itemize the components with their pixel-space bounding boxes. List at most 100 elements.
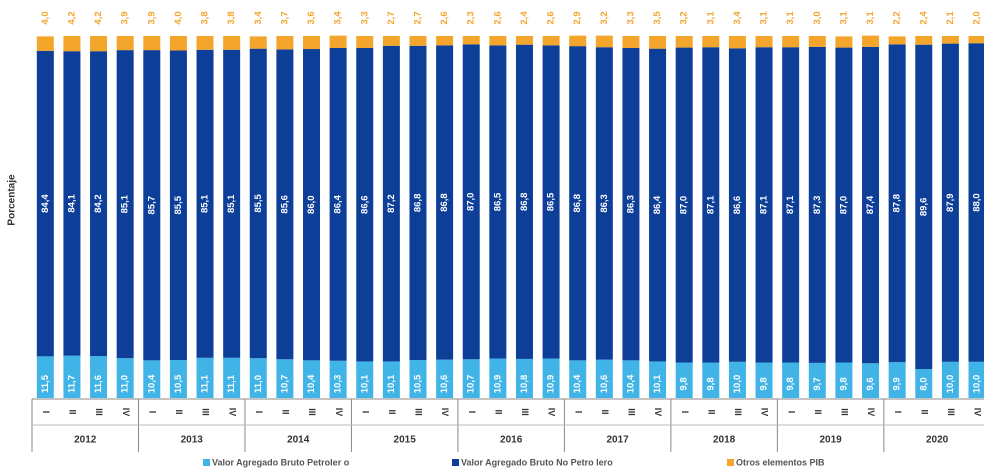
x-tick-label: II (706, 409, 716, 414)
bar-segment (116, 36, 134, 51)
bar-segment (276, 359, 294, 398)
x-tick-label: IV (973, 408, 983, 417)
data-label: 3,3 (359, 11, 370, 24)
data-label: 11,0 (253, 375, 264, 393)
data-label: 10,5 (173, 374, 184, 393)
x-tick-label: III (733, 408, 743, 416)
bar-segment (941, 43, 959, 362)
bar-segment (276, 36, 294, 50)
bar-segment (968, 36, 984, 44)
bar-segment (862, 35, 880, 47)
x-tick-label: I (147, 411, 157, 414)
bar-segment (702, 36, 720, 48)
data-label: 2,7 (386, 11, 397, 24)
data-label: 9,8 (705, 377, 716, 390)
bar-segment (249, 36, 267, 49)
bar-segment (143, 50, 161, 361)
bar-segment (489, 45, 507, 359)
bar-segment (303, 360, 321, 398)
group-label: 2019 (819, 435, 842, 446)
bar-segment (90, 51, 108, 357)
data-label: 9,7 (812, 377, 823, 390)
bar-segment (941, 361, 959, 398)
x-tick-label: I (41, 411, 51, 414)
bar-segment (702, 47, 720, 363)
bar-segment (462, 44, 480, 360)
data-label: 86,4 (333, 194, 344, 213)
bar-segment (649, 361, 667, 398)
group-label: 2014 (287, 435, 310, 446)
data-label: 10,8 (519, 375, 530, 394)
data-label: 86,3 (625, 195, 636, 214)
x-tick-label: IV (440, 408, 450, 417)
x-tick-label: IV (760, 408, 770, 417)
data-label: 85,1 (120, 194, 131, 213)
bar-segment (968, 43, 984, 362)
data-label: 10,5 (413, 374, 424, 393)
bar-segment (569, 46, 587, 361)
bar-segment (542, 36, 560, 46)
bar-segment (382, 45, 400, 362)
data-label: 10,4 (146, 374, 157, 393)
bar-segment (755, 47, 773, 363)
legend-label: Valor Agregado Bruto No Petro lero (461, 457, 613, 467)
data-label: 3,2 (679, 11, 690, 24)
data-label: 2,3 (466, 11, 477, 24)
bar-segment (489, 358, 507, 398)
x-tick-label: III (520, 408, 530, 416)
data-label: 87,0 (466, 193, 477, 212)
bar-segment (436, 359, 454, 398)
data-label: 10,4 (572, 374, 583, 393)
data-label: 87,1 (759, 195, 770, 214)
bar-segment (436, 36, 454, 46)
bar-segment (515, 44, 533, 359)
bar-segment (862, 46, 880, 364)
x-tick-label: II (493, 409, 503, 414)
data-label: 85,5 (173, 195, 184, 214)
data-label: 2,6 (546, 11, 557, 24)
x-tick-label: I (254, 411, 264, 414)
data-label: 87,0 (838, 196, 849, 215)
x-tick-label: IV (227, 408, 237, 417)
data-label: 3,3 (625, 11, 636, 24)
bar-segment (862, 363, 880, 398)
bar-segment (303, 49, 321, 361)
x-tick-label: III (94, 408, 104, 416)
bar-segment (36, 50, 54, 357)
bar-segment (249, 48, 267, 359)
data-label: 3,6 (306, 11, 317, 24)
bar-segment (622, 36, 640, 48)
data-label: 9,8 (759, 377, 770, 390)
bar-segment (382, 36, 400, 46)
bar-segment (462, 359, 480, 398)
bar-segment (169, 36, 187, 51)
bar-segment (249, 358, 267, 398)
data-label: 87,4 (865, 195, 876, 214)
data-label: 86,5 (492, 192, 503, 211)
data-label: 85,1 (200, 194, 211, 213)
data-label: 2,0 (972, 11, 983, 24)
data-label: 87,1 (705, 195, 716, 214)
bar-segment (542, 45, 560, 359)
data-label: 86,0 (306, 195, 317, 214)
bar-segment (755, 36, 773, 48)
x-tick-label: III (946, 408, 956, 416)
data-label: 3,4 (253, 11, 264, 25)
bar-segment (808, 36, 826, 47)
data-label: 85,1 (226, 194, 237, 213)
data-label: 3,4 (732, 11, 743, 25)
data-label: 9,8 (785, 377, 796, 390)
x-tick-label: II (281, 409, 291, 414)
data-label: 87,2 (386, 194, 397, 213)
bar-segment (675, 362, 693, 398)
bar-segment (462, 36, 480, 45)
data-label: 10,9 (492, 375, 503, 394)
x-tick-label: III (627, 408, 637, 416)
bar-segment (728, 361, 746, 398)
data-label: 86,8 (519, 193, 530, 212)
data-label: 87,0 (679, 196, 690, 215)
bar-segment (915, 369, 933, 398)
data-label: 86,8 (572, 194, 583, 213)
bar-segment (303, 36, 321, 50)
